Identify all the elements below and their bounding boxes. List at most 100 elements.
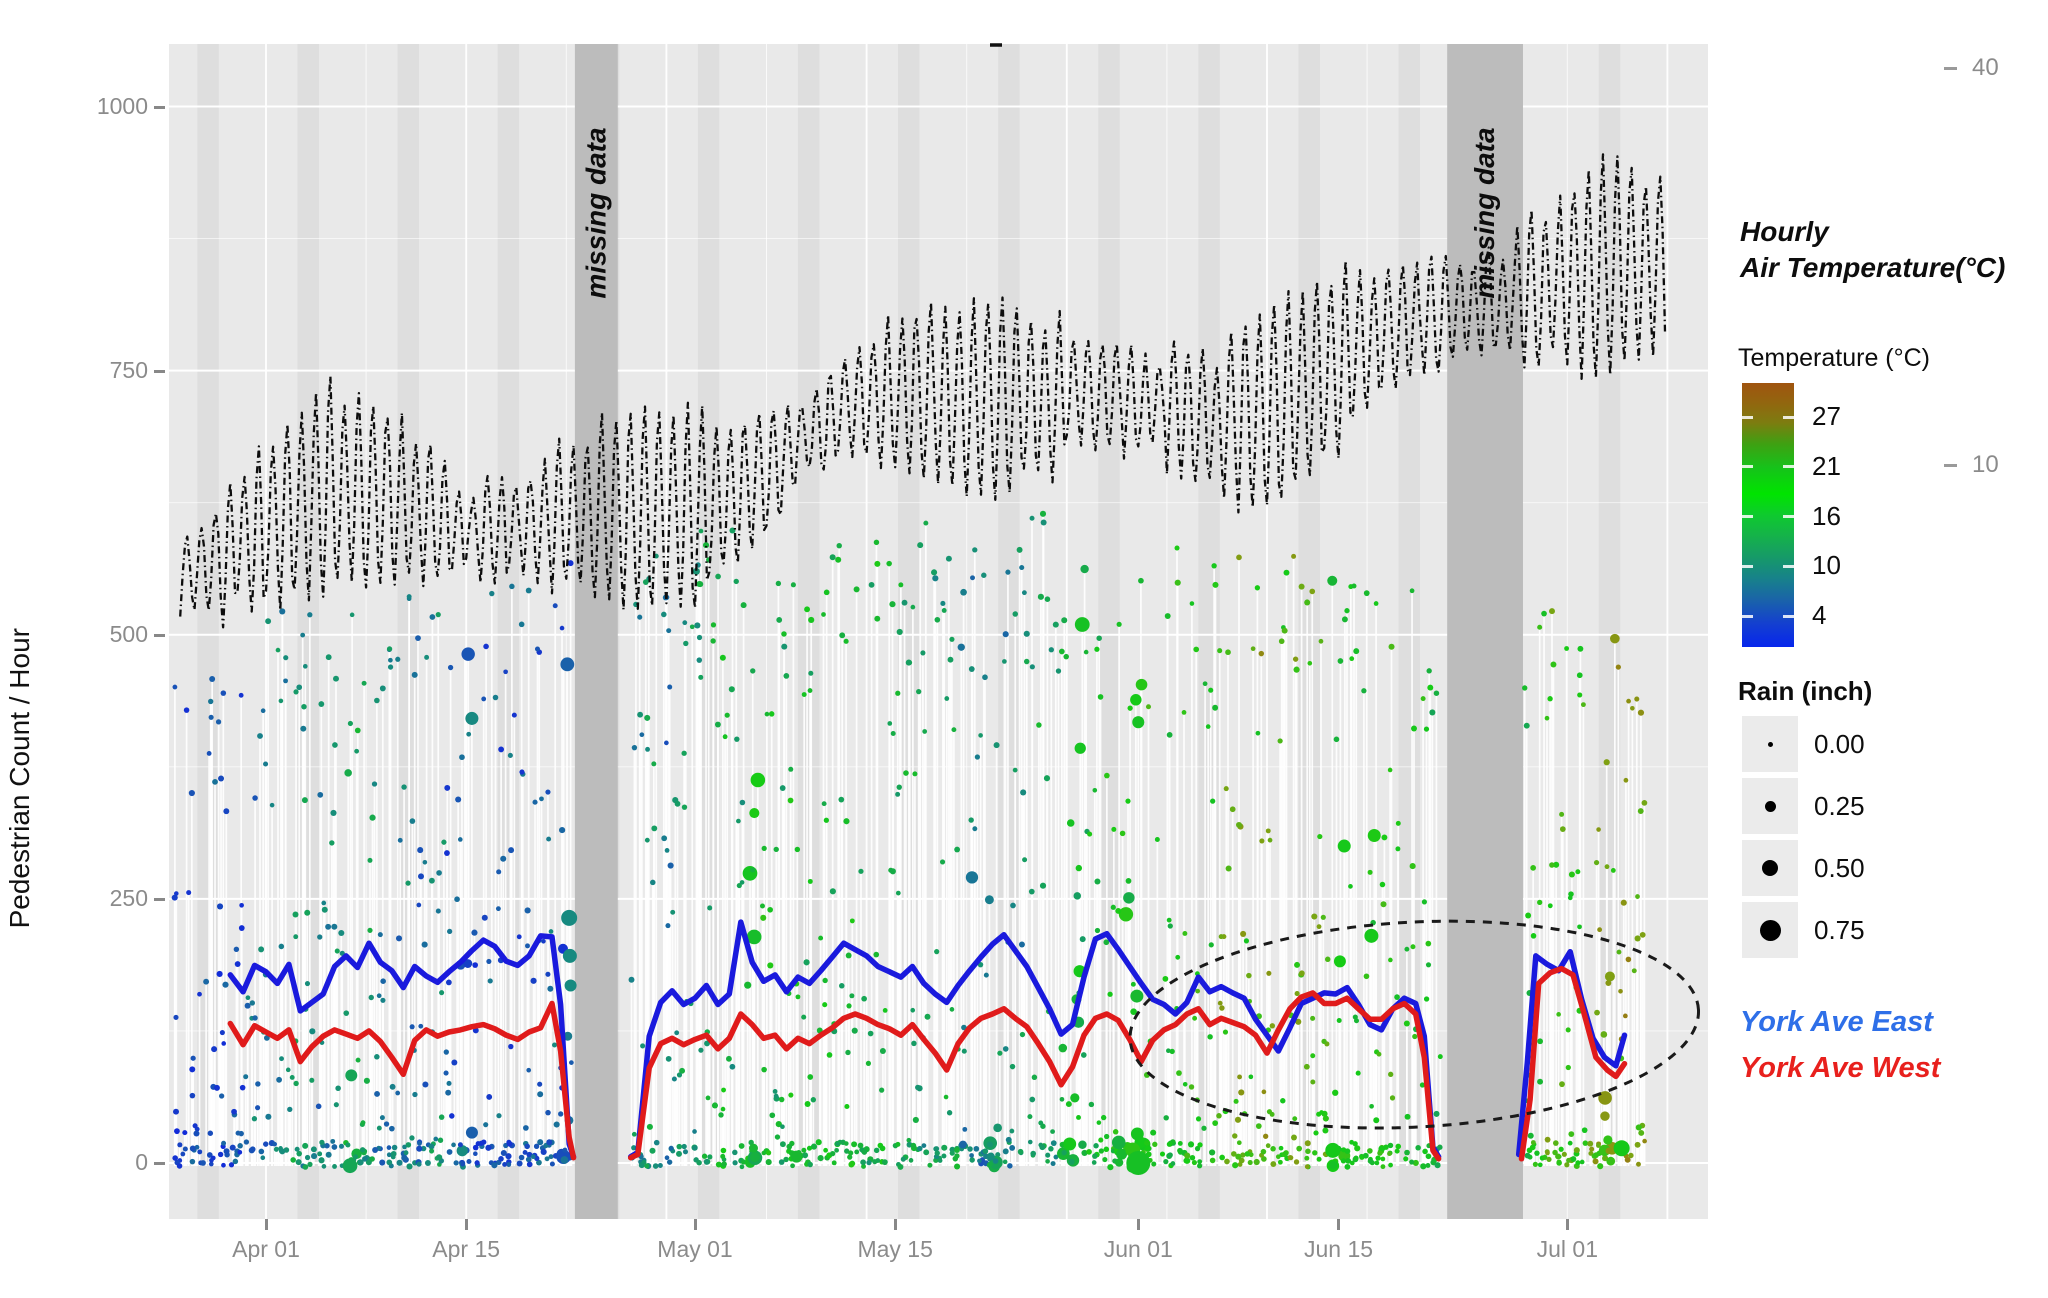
scatter-point — [338, 1143, 345, 1149]
scatter-point — [823, 817, 830, 823]
scatter-point — [1325, 1142, 1341, 1158]
scatter-point — [1270, 1161, 1277, 1167]
scatter-point — [526, 1151, 533, 1158]
scatter-point — [428, 877, 435, 884]
scatter-point — [1604, 864, 1610, 870]
scatter-point — [1123, 892, 1135, 904]
scatter-point — [1050, 1161, 1056, 1167]
scatter-point — [1351, 583, 1357, 589]
scatter-point — [183, 707, 190, 713]
scatter-point — [1605, 980, 1612, 986]
rain-size-key — [1742, 716, 1798, 772]
scatter-point — [1367, 1148, 1373, 1154]
scatter-point — [1610, 633, 1620, 644]
scatter-point — [321, 906, 328, 913]
scatter-point — [1250, 646, 1256, 652]
scatter-point — [1294, 991, 1300, 997]
scatter-point — [1281, 1151, 1288, 1158]
scatter-point — [982, 674, 988, 681]
scatter-point — [1620, 899, 1627, 906]
scatter-point — [1404, 1149, 1410, 1156]
temperature-line — [179, 153, 1667, 629]
scatter-point — [330, 1138, 336, 1144]
scatter-point — [839, 983, 845, 989]
scatter-point — [466, 731, 472, 737]
scatter-point — [1581, 1127, 1588, 1134]
scatter-point — [221, 1041, 227, 1046]
scatter-point — [1628, 1152, 1634, 1159]
scatter-point — [1298, 583, 1305, 590]
scatter-point — [879, 1048, 886, 1055]
scatter-point — [927, 1162, 933, 1168]
scatter-point — [1593, 859, 1600, 866]
scatter-point — [1065, 1101, 1072, 1108]
y-tick-label: 750 — [109, 356, 148, 383]
scatter-point — [1151, 1161, 1157, 1167]
scatter-point — [1259, 838, 1265, 844]
y-tick-mark — [154, 369, 165, 373]
x-tick-label: Jun 15 — [1303, 1236, 1374, 1262]
scatter-point — [416, 1161, 422, 1167]
scatter-point — [330, 809, 337, 817]
scatter-point — [276, 1076, 282, 1083]
scatter-point — [750, 668, 756, 674]
scatter-point — [309, 1028, 316, 1035]
scatter-point — [1433, 690, 1440, 696]
scatter-point — [433, 1136, 439, 1142]
scatter-point — [807, 1161, 813, 1168]
scatter-point — [1542, 1154, 1548, 1160]
scatter-point — [506, 1140, 513, 1147]
scatter-point — [657, 1163, 663, 1168]
scatter-point — [1525, 912, 1532, 919]
scatter-point — [1577, 645, 1584, 652]
scatter-point — [1114, 1158, 1124, 1167]
scatter-point — [1094, 646, 1100, 652]
scatter-point — [931, 569, 938, 576]
scatter-point — [1404, 1113, 1411, 1120]
rain-size-dot-icon — [1764, 800, 1776, 812]
scatter-point — [1086, 1148, 1092, 1155]
scatter-point — [325, 1151, 332, 1158]
scatter-point — [1236, 554, 1242, 561]
x-tick-label: May 01 — [657, 1236, 733, 1262]
scatter-point — [1280, 1098, 1286, 1104]
scatter-point — [465, 1126, 478, 1139]
scatter-point — [260, 1155, 266, 1161]
scatter-point — [1363, 590, 1370, 597]
scatter-point — [1389, 1095, 1396, 1101]
scatter-point — [293, 1080, 299, 1087]
scatter-point — [810, 1097, 817, 1103]
scatter-point — [854, 1149, 860, 1155]
scatter-point — [1275, 1154, 1281, 1159]
scatter-point — [729, 1063, 736, 1070]
scatter-point — [1253, 1158, 1260, 1166]
scatter-point — [1263, 1133, 1269, 1139]
scatter-point — [1524, 1152, 1531, 1159]
scatter-point — [1126, 1151, 1151, 1175]
scatter-point — [1349, 656, 1355, 662]
scatter-point — [1209, 1157, 1216, 1164]
scatter-point — [790, 1150, 803, 1163]
scatter-point — [474, 1160, 480, 1166]
scatter-point — [1537, 899, 1543, 906]
scatter-point — [1107, 991, 1113, 997]
scatter-point — [506, 1162, 512, 1167]
scatter-point — [1130, 694, 1142, 706]
scatter-point — [1319, 1110, 1324, 1115]
scatter-point — [639, 732, 645, 738]
scatter-point — [293, 689, 299, 695]
scatter-point — [1353, 648, 1360, 655]
scatter-point — [232, 1158, 239, 1165]
scatter-point — [738, 1143, 745, 1149]
scatter-point — [1266, 970, 1272, 976]
scatter-point — [1277, 1159, 1283, 1165]
scatter-point — [302, 664, 308, 669]
scatter-point — [212, 778, 218, 785]
scatter-point — [1604, 971, 1615, 982]
scatter-point — [451, 1142, 456, 1148]
scatter-point — [1119, 830, 1126, 837]
scatter-point — [500, 855, 507, 862]
scatter-point — [485, 1144, 492, 1151]
gradient-tick-label: 21 — [1812, 450, 1841, 481]
legend-hourly-line2: Air Temperature(°C) — [1740, 252, 2006, 283]
